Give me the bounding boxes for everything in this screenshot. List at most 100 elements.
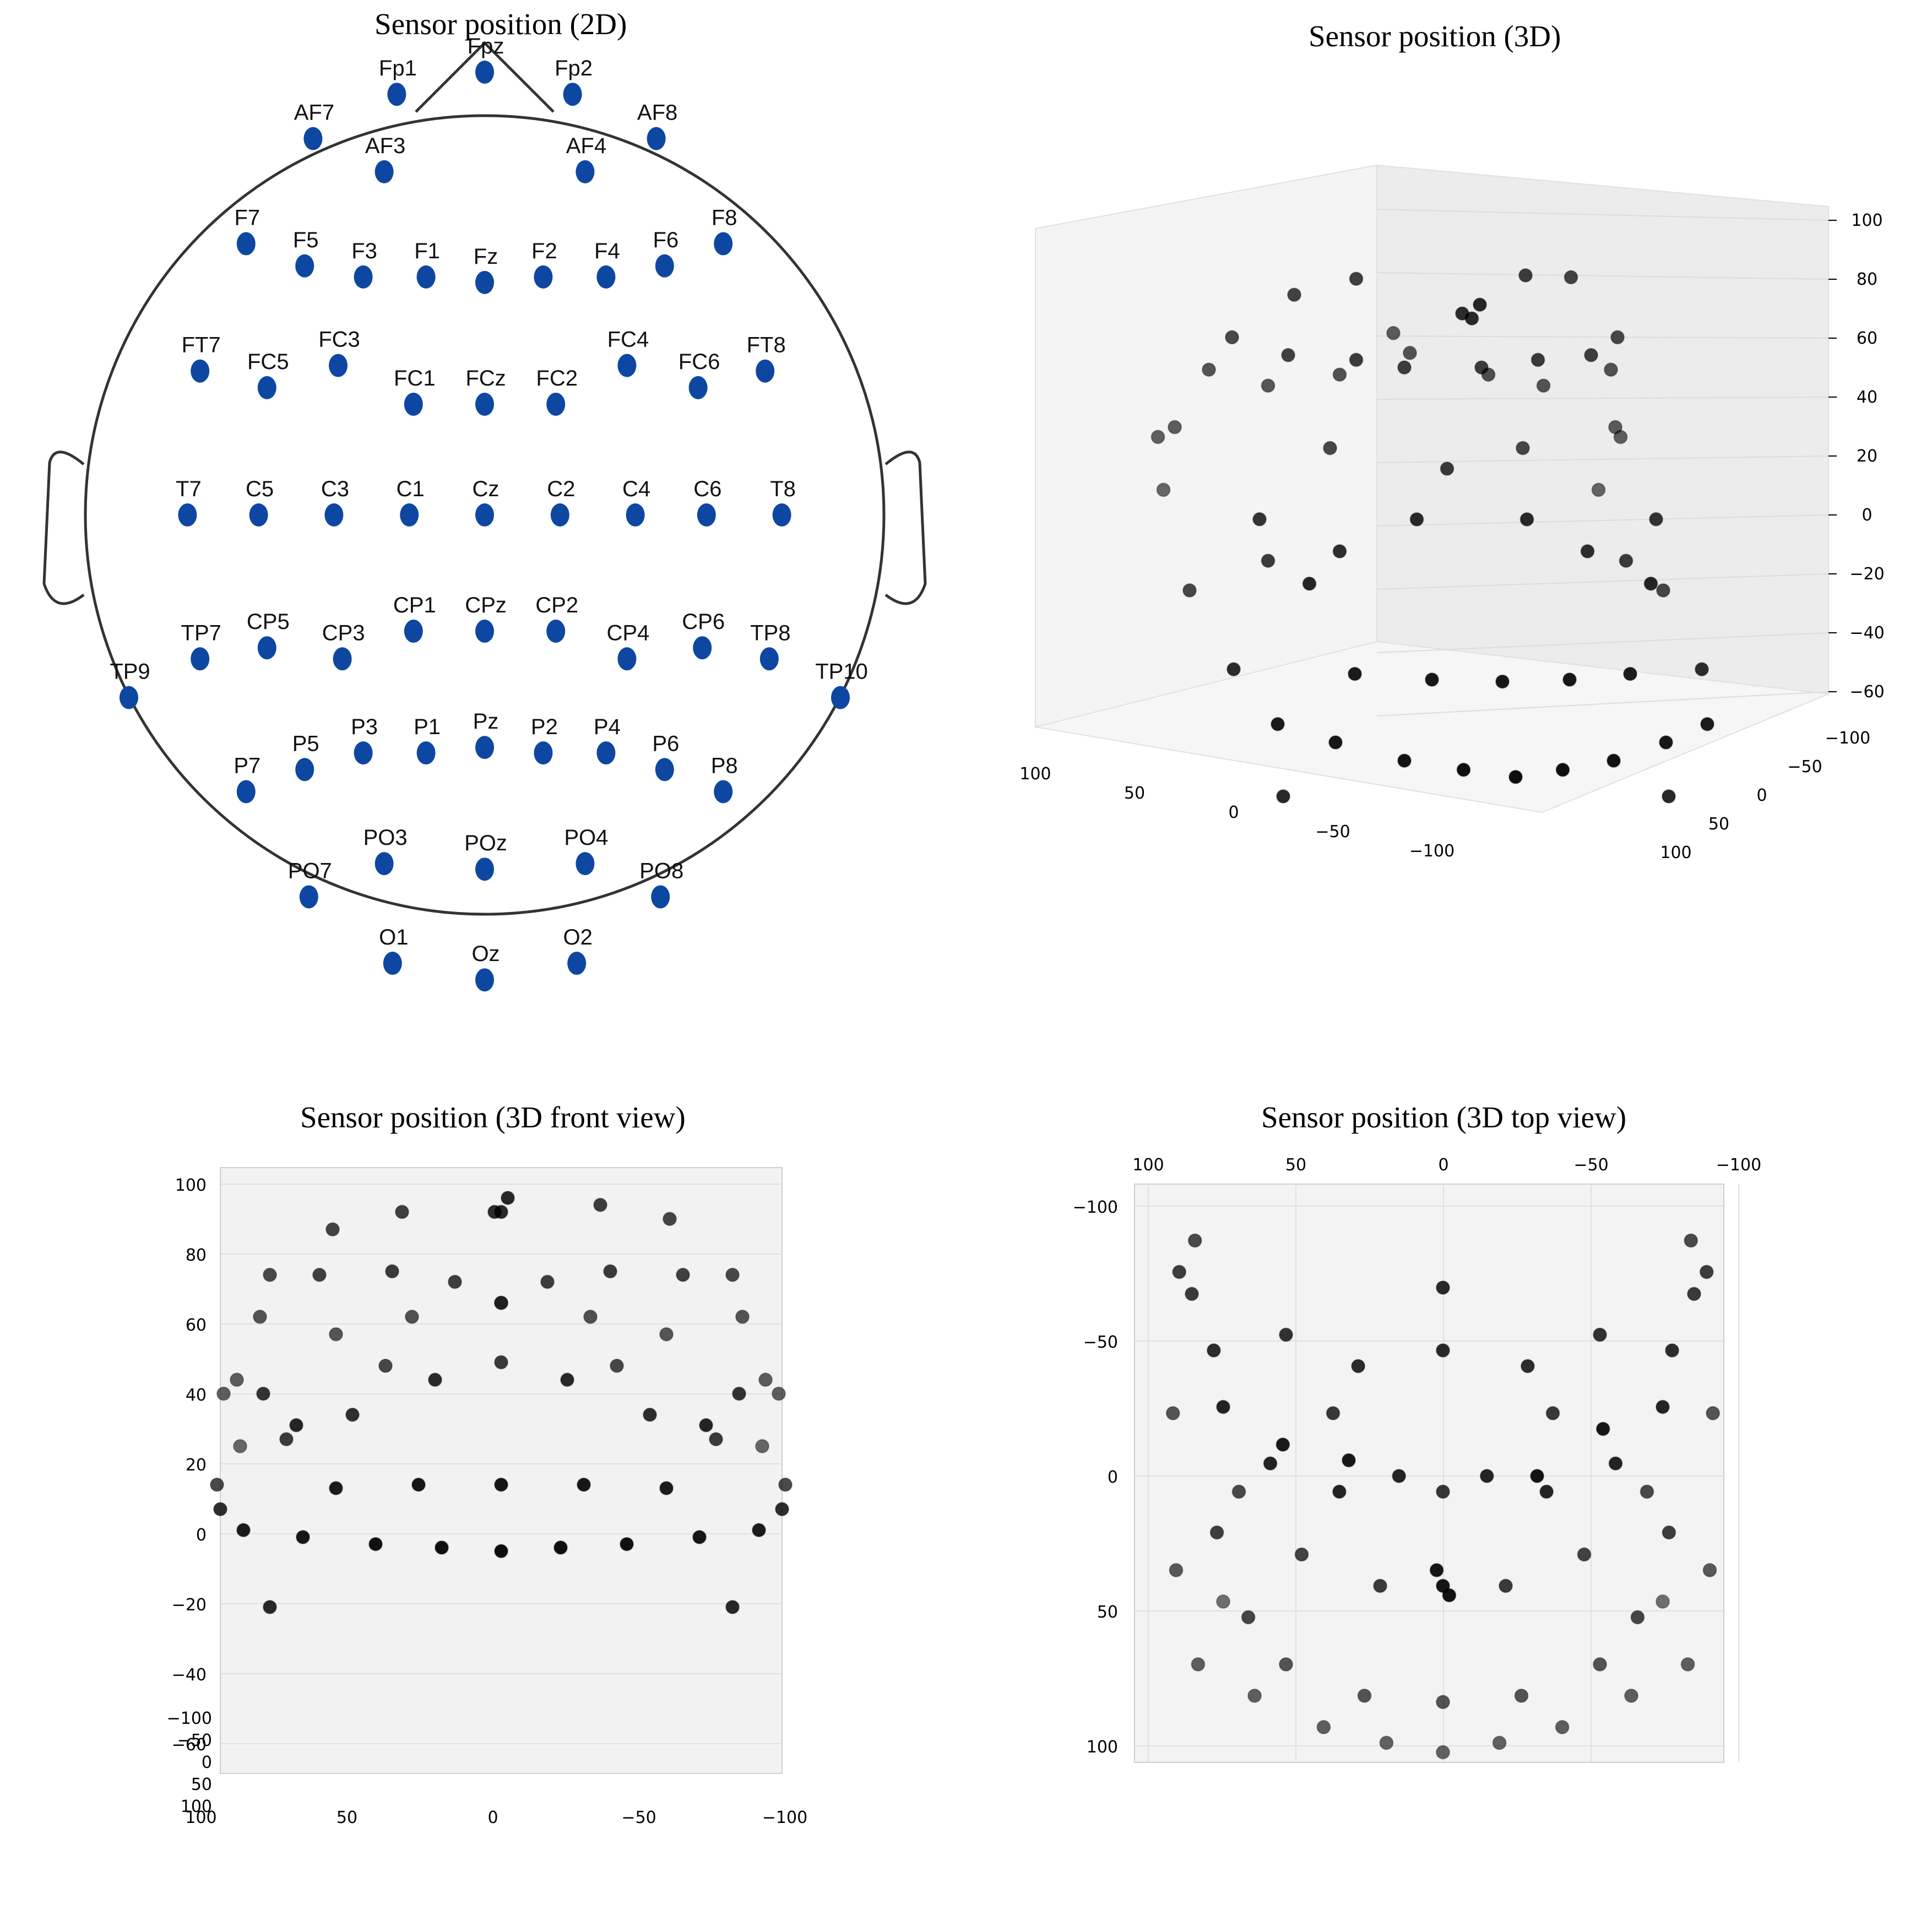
sensor-point: [325, 1222, 340, 1237]
electrode-label: P8: [711, 754, 738, 778]
z-tick-label: −60: [1849, 682, 1884, 702]
electrode-label: FC1: [394, 366, 436, 390]
sensor-point: [1665, 1343, 1680, 1358]
x-tick-label: 0: [1228, 803, 1239, 822]
sensor-point: [1261, 378, 1276, 393]
sensor-point: [428, 1372, 442, 1387]
sensor-point: [1429, 1563, 1444, 1577]
sensor-point: [1595, 1421, 1610, 1436]
sensor-point: [1216, 1399, 1230, 1414]
electrode-label: CPz: [465, 593, 507, 617]
electrode-cp4: [617, 647, 637, 671]
sensor-point: [1610, 330, 1625, 345]
title-2d: Sensor position (2D): [375, 7, 627, 41]
electrode-tp10: [831, 686, 850, 709]
sensor-point: [395, 1204, 409, 1219]
sensor-point: [1279, 1327, 1293, 1342]
electrode-label: P7: [234, 754, 261, 778]
sensor-point: [583, 1309, 598, 1324]
sensor-point: [778, 1477, 793, 1492]
electrode-po7: [299, 885, 318, 909]
sensor-point: [216, 1386, 231, 1401]
y-tick-label: −20: [172, 1595, 207, 1615]
sensor-point: [1695, 662, 1709, 677]
sensor-point: [577, 1477, 591, 1492]
electrode-label: FC4: [607, 328, 649, 352]
sensor-point: [1495, 674, 1510, 689]
electrode-f1: [416, 265, 436, 289]
electrode-cp2: [546, 620, 566, 643]
electrode-label: C5: [246, 477, 274, 501]
electrode-label: P1: [414, 715, 441, 739]
electrode-fc1: [404, 393, 423, 416]
sensor-point: [1479, 1469, 1494, 1483]
electrode-fc6: [688, 376, 708, 399]
sensor-point: [593, 1197, 607, 1212]
sensor-point: [1187, 1233, 1202, 1248]
sensor-point: [725, 1600, 740, 1614]
sensor-point: [1281, 348, 1295, 362]
sensor-point: [1684, 1233, 1698, 1248]
sensor-point: [435, 1540, 449, 1555]
electrode-fc2: [546, 393, 566, 416]
z-tick-label: 100: [1851, 211, 1882, 230]
sensor-point: [1373, 1578, 1387, 1593]
x-tick-label: −100: [1716, 1155, 1761, 1175]
sensor-point: [1209, 1525, 1224, 1540]
electrode-tp7: [191, 647, 210, 671]
sensor-point: [1604, 362, 1618, 377]
sensor-point: [1332, 367, 1347, 382]
electrode-label: P4: [594, 715, 621, 739]
electrode-cp5: [257, 636, 276, 660]
sensor-point: [1539, 1484, 1554, 1499]
sensor-point: [1593, 1657, 1607, 1671]
depth-tick-label: 100: [181, 1797, 212, 1816]
sensor-point: [1499, 1578, 1513, 1593]
sensor-point: [1202, 362, 1216, 377]
sensor-point: [1156, 482, 1171, 497]
sensor-point: [1442, 1588, 1457, 1603]
sensor-point: [699, 1418, 713, 1432]
electrode-label: Cz: [473, 477, 500, 501]
y-tick-label: 60: [186, 1316, 207, 1335]
electrode-c5: [249, 503, 268, 527]
electrode-o2: [567, 952, 587, 975]
sensor-point: [732, 1386, 746, 1401]
electrode-f3: [354, 265, 373, 289]
electrode-label: TP8: [750, 621, 790, 645]
electrode-label: F4: [594, 239, 620, 263]
sensor-point: [1316, 1720, 1331, 1734]
y-tick-label: 100: [175, 1176, 207, 1195]
gridline: [1376, 272, 1829, 280]
sensor-point: [1185, 1287, 1199, 1301]
electrode-p6: [655, 758, 674, 782]
sensor-point: [1332, 544, 1347, 558]
sensor-point: [1519, 512, 1534, 527]
sensor-point: [1545, 1406, 1560, 1420]
sensor-point: [1656, 583, 1670, 598]
title-3d-front: Sensor position (3D front view): [300, 1100, 686, 1134]
sensor-point: [1172, 1265, 1187, 1279]
x-tick-label: −50: [621, 1808, 656, 1827]
sensor-point: [1351, 1359, 1366, 1374]
sensor-point: [1640, 1484, 1654, 1499]
x-tick-label: 0: [487, 1808, 498, 1827]
sensor-point: [1440, 462, 1455, 476]
sensor-point: [1564, 270, 1578, 285]
electrode-label: Pz: [473, 709, 499, 734]
electrode-label: CP6: [682, 610, 725, 634]
z-tick-label: −40: [1849, 623, 1884, 643]
x-tick-label: −50: [1315, 822, 1350, 842]
sensor-point: [1349, 352, 1364, 367]
sensor-point: [1231, 1484, 1246, 1499]
electrode-label: C4: [622, 477, 650, 501]
sensor-point: [1225, 330, 1239, 345]
z-tick-label: 60: [1857, 329, 1877, 348]
sensor-point: [1169, 1563, 1184, 1577]
electrode-c4: [626, 503, 645, 527]
sensor-point: [1397, 360, 1412, 375]
sensor-point: [692, 1530, 707, 1544]
electrode-po8: [651, 885, 670, 909]
sensor-point: [659, 1481, 674, 1496]
sensor-point: [1492, 1735, 1507, 1750]
